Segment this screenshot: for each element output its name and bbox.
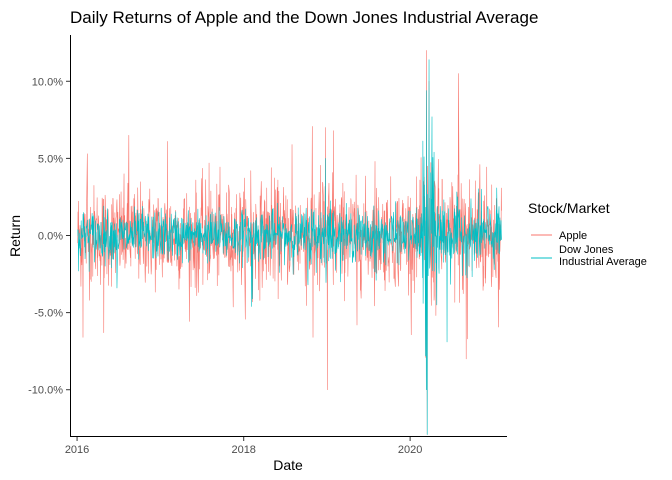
x-ticks: 2016 2018 2020 xyxy=(65,437,422,456)
legend-label-dow: Dow Jones Industrial Average xyxy=(559,244,647,268)
y-tick-label: 10.0% xyxy=(32,76,63,88)
y-tick-label: 0.0% xyxy=(38,231,63,243)
x-axis-label: Date xyxy=(273,457,303,473)
series-layer xyxy=(77,50,502,435)
legend-items: Apple Dow Jones Industrial Average xyxy=(531,230,647,268)
x-tick-label: 2020 xyxy=(398,444,422,456)
y-ticks: 10.0% 5.0% 0.0% -5.0% -10.0% xyxy=(28,76,70,397)
legend: Stock/Market Apple Dow Jones Industrial Av… xyxy=(528,200,647,268)
legend-title: Stock/Market xyxy=(528,200,610,216)
series-line-dow xyxy=(77,59,502,435)
x-tick-label: 2016 xyxy=(65,444,89,456)
y-tick-label: -10.0% xyxy=(28,385,63,397)
y-tick-label: -5.0% xyxy=(34,308,63,320)
y-tick-label: 5.0% xyxy=(38,153,63,165)
legend-label-apple: Apple xyxy=(559,230,587,242)
x-tick-label: 2018 xyxy=(231,444,255,456)
chart-title: Daily Returns of Apple and the Down Jone… xyxy=(70,8,538,27)
y-axis-label: Return xyxy=(7,215,23,257)
